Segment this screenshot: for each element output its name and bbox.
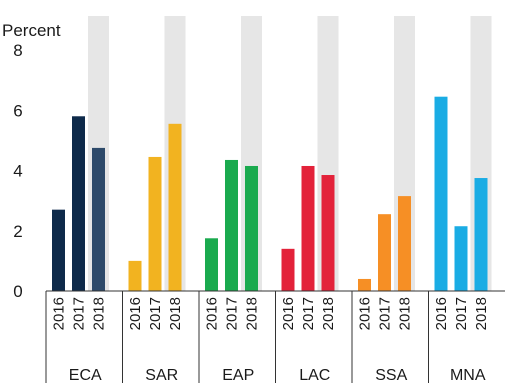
bar-mna-2017 bbox=[454, 226, 468, 291]
bar-sar-2016 bbox=[128, 260, 142, 291]
bar-sar-2017 bbox=[148, 156, 162, 291]
bar-lac-2017 bbox=[301, 165, 315, 291]
bar-ssa-2017 bbox=[378, 214, 391, 291]
year-tick-label: 2018 bbox=[320, 297, 337, 330]
region-label: SSA bbox=[375, 367, 407, 383]
bar-lac-2016 bbox=[281, 248, 295, 291]
y-axis-unit-label: Percent bbox=[2, 21, 61, 40]
bar-sar-2018 bbox=[168, 123, 182, 292]
region-label: LAC bbox=[299, 367, 330, 383]
region-label: ECA bbox=[69, 367, 102, 383]
bar-ssa-2016 bbox=[358, 278, 371, 291]
region-label: SAR bbox=[145, 367, 178, 383]
year-tick-label: 2016 bbox=[204, 297, 221, 330]
year-tick-label: 2017 bbox=[71, 297, 88, 330]
year-tick-label: 2017 bbox=[224, 297, 241, 330]
year-tick-label: 2016 bbox=[433, 297, 450, 330]
year-tick-label: 2018 bbox=[397, 297, 414, 330]
year-tick-label: 2016 bbox=[357, 297, 374, 330]
bar-eca-2017 bbox=[72, 116, 85, 292]
year-tick-label: 2016 bbox=[127, 297, 144, 330]
year-tick-label: 2018 bbox=[244, 297, 261, 330]
y-tick-label: 2 bbox=[13, 222, 22, 241]
region-label: MNA bbox=[450, 367, 486, 383]
bar-ssa-2018 bbox=[398, 196, 411, 291]
year-tick-label: 2018 bbox=[91, 297, 108, 330]
year-tick-label: 2018 bbox=[473, 297, 490, 330]
year-tick-label: 2017 bbox=[377, 297, 394, 330]
y-tick-label: 8 bbox=[13, 41, 22, 60]
bar-mna-2018 bbox=[474, 178, 488, 291]
bar-eap-2017 bbox=[225, 159, 238, 291]
y-tick-label: 6 bbox=[13, 101, 22, 120]
bar-lac-2018 bbox=[321, 175, 335, 291]
bar-eap-2016 bbox=[205, 238, 218, 291]
year-tick-label: 2016 bbox=[51, 297, 68, 330]
y-tick-label: 4 bbox=[13, 162, 22, 181]
bar-eca-2016 bbox=[52, 209, 65, 291]
year-tick-label: 2017 bbox=[453, 297, 470, 330]
year-tick-label: 2018 bbox=[167, 297, 184, 330]
bar-eca-2018 bbox=[92, 147, 105, 291]
bar-mna-2016 bbox=[434, 96, 448, 291]
year-tick-label: 2017 bbox=[300, 297, 317, 330]
year-tick-label: 2017 bbox=[147, 297, 164, 330]
bar-eap-2018 bbox=[245, 165, 258, 291]
y-tick-label: 0 bbox=[13, 282, 22, 301]
year-tick-label: 2016 bbox=[280, 297, 297, 330]
region-label: EAP bbox=[222, 367, 254, 383]
